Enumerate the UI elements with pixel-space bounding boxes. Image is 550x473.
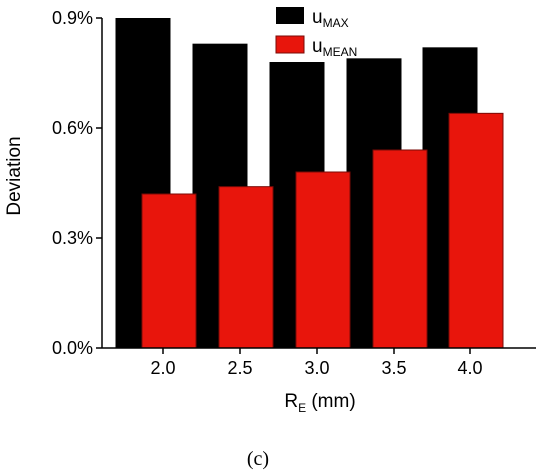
- bar-mean-3.5: [372, 149, 428, 349]
- legend-label-umean-base: u: [312, 36, 323, 57]
- bar-mean-3.0: [295, 171, 351, 349]
- legend-label-umax-subscript: MAX: [323, 16, 349, 30]
- y-ticks-group: 0.0% 0.3% 0.6% 0.9%: [52, 8, 102, 358]
- x-ticks-group: 2.0 2.5 3.0 3.5 4.0: [150, 348, 483, 378]
- y-tick-label: 0.6%: [52, 118, 93, 138]
- bar-mean-4.0: [448, 112, 504, 349]
- bars-group: [115, 18, 504, 349]
- legend-label-umean: uMEAN: [312, 36, 357, 59]
- x-axis-label: RE (mm): [284, 391, 355, 415]
- x-axis-label-unit: (mm): [306, 391, 356, 412]
- legend-swatch-umean: [275, 35, 305, 54]
- bar-mean-2.5: [218, 186, 274, 349]
- legend: uMAX uMEAN: [275, 7, 357, 59]
- y-tick-label: 0.0%: [52, 338, 93, 358]
- figure-caption: (c): [247, 448, 269, 470]
- x-axis-label-subscript: E: [298, 401, 306, 415]
- legend-swatch-umax: [276, 7, 304, 24]
- x-axis-label-base: R: [284, 391, 298, 412]
- legend-label-umax: uMAX: [312, 7, 349, 30]
- x-tick-label: 3.0: [304, 358, 329, 378]
- x-tick-label: 2.5: [227, 358, 252, 378]
- bar-mean-2.0: [141, 193, 197, 349]
- x-tick-label: 4.0: [457, 358, 482, 378]
- legend-label-umax-base: u: [312, 7, 323, 28]
- y-tick-label: 0.3%: [52, 228, 93, 248]
- x-tick-label: 3.5: [381, 358, 406, 378]
- y-axis-label: Deviation: [4, 136, 25, 215]
- y-tick-label: 0.9%: [52, 8, 93, 28]
- x-tick-label: 2.0: [150, 358, 175, 378]
- legend-label-umean-subscript: MEAN: [323, 45, 358, 59]
- axes-group: [101, 18, 536, 349]
